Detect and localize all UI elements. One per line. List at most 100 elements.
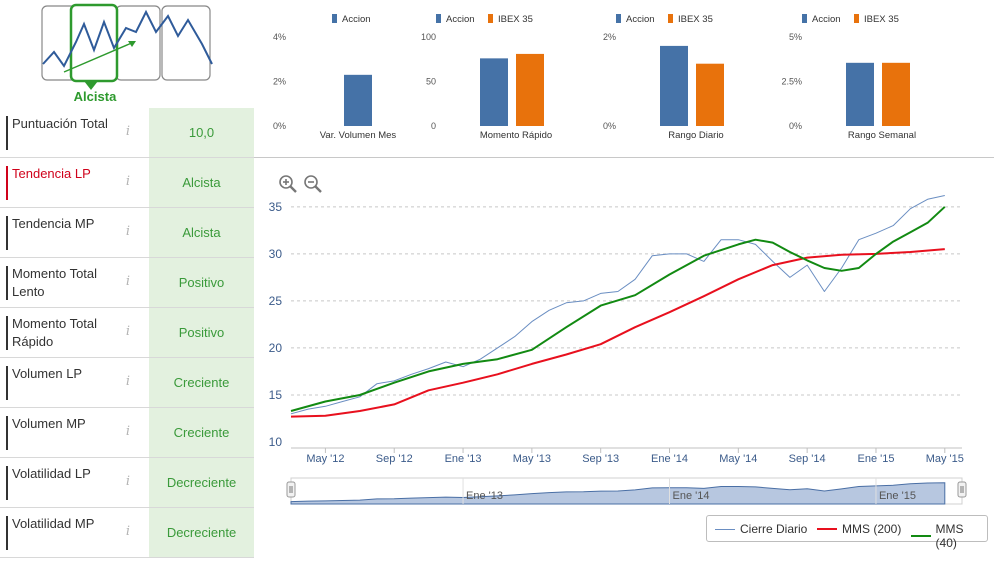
bar-ibex-35 (882, 62, 910, 126)
row-marker (6, 316, 8, 350)
info-icon[interactable]: i (125, 374, 131, 389)
indicator-row-tendencia-mp: Tendencia MP i Alcista (0, 208, 254, 258)
trend-summary: Alcista (0, 0, 254, 108)
legend-label: MMS (40) (935, 522, 964, 550)
navigator-series (290, 482, 946, 505)
y-tick-label: 30 (269, 247, 283, 261)
row-marker (6, 416, 8, 450)
indicator-row-tendencia-lp: Tendencia LP i Alcista (0, 158, 254, 208)
indicator-row-momento-total-rapido: Momento Total Rápido i Positivo (0, 308, 254, 358)
y-tick-label: 100 (421, 32, 436, 42)
x-tick-label: May '13 (513, 453, 551, 465)
legend-label: Accion (812, 14, 841, 25)
trend-thumbnails-icon[interactable] (38, 2, 214, 94)
mini-chart-rango-diario: Accion IBEX 35 2% 0% Rango Diario (592, 0, 772, 155)
mini-bar-chart: Accion IBEX 35 5% 2.5% 0% Rango Semanal (781, 14, 916, 141)
info-icon[interactable]: i (125, 174, 131, 189)
x-tick-label: Sep '14 (789, 453, 826, 465)
legend-swatch (332, 14, 337, 23)
indicator-row-volatilidad-mp: Volatilidad MP i Decreciente (0, 508, 254, 558)
indicator-label: Tendencia LP (12, 166, 91, 181)
indicator-value: Creciente (149, 408, 254, 457)
legend-item-cierre-diario[interactable]: Cierre Diario (715, 522, 807, 536)
y-tick-label: 15 (269, 388, 283, 402)
legend-item-mms-200[interactable]: MMS (200) (817, 522, 901, 536)
x-tick-label: May '14 (719, 453, 757, 465)
info-icon[interactable]: i (125, 274, 131, 289)
chart-legend: Cierre Diario MMS (200) MMS (40) (706, 515, 988, 550)
indicator-label: Volatilidad MP (12, 516, 95, 531)
indicator-label: Puntuación Total (12, 116, 108, 131)
indicator-label: Volatilidad LP (12, 466, 91, 481)
navigator-label: Ene '15 (879, 490, 916, 502)
x-tick-label: May '12 (306, 453, 344, 465)
indicator-label: Momento Total Lento (12, 266, 98, 299)
mini-chart-title: Rango Diario (668, 130, 723, 141)
legend-item-mms-40[interactable]: MMS (40) (911, 522, 987, 550)
y-tick-label: 2% (603, 32, 616, 42)
info-icon[interactable]: i (125, 224, 131, 239)
info-icon[interactable]: i (125, 124, 131, 139)
navigator-label: Ene '13 (466, 490, 503, 502)
indicator-row-volumen-lp: Volumen LP i Creciente (0, 358, 254, 408)
zoom-in-icon[interactable] (278, 174, 298, 194)
row-marker (6, 166, 8, 200)
zoom-out-icon[interactable] (303, 174, 323, 194)
info-icon[interactable]: i (125, 424, 131, 439)
indicator-row-volatilidad-lp: Volatilidad LP i Decreciente (0, 458, 254, 508)
y-tick-label: 4% (273, 32, 286, 42)
y-tick-label: 5% (789, 32, 802, 42)
x-tick-label: May '15 (926, 453, 964, 465)
legend-swatch (817, 528, 837, 530)
indicator-value: Alcista (149, 208, 254, 257)
legend-swatch (715, 528, 735, 530)
indicator-row-puntuacion-total: Puntuación Total i 10,0 (0, 108, 254, 158)
y-tick-label: 10 (269, 435, 283, 449)
indicator-value: Positivo (149, 258, 254, 307)
y-tick-label: 2% (273, 77, 286, 87)
line-chart: 10 15 20 25 30 35 May '12 Sep '12 Ene '13 May '13… (269, 195, 967, 505)
legend-label: IBEX 35 (864, 14, 899, 25)
info-icon[interactable]: i (125, 324, 131, 339)
row-marker (6, 266, 8, 300)
series-line-mms-200 (290, 248, 945, 418)
legend-swatch (802, 14, 807, 23)
navigator-left-handle[interactable] (286, 481, 296, 498)
indicator-value: Decreciente (149, 508, 254, 557)
bar-ibex-35 (696, 63, 724, 126)
mini-chart-title: Var. Volumen Mes (320, 130, 397, 141)
legend-label: Accion (446, 14, 475, 25)
legend-label: IBEX 35 (498, 14, 533, 25)
indicator-row-volumen-mp: Volumen MP i Creciente (0, 408, 254, 458)
indicator-label: Volumen MP (12, 416, 86, 431)
trend-label: Alcista (73, 89, 117, 104)
row-marker (6, 366, 8, 400)
indicator-value: Creciente (149, 358, 254, 407)
legend-label: IBEX 35 (678, 14, 713, 25)
indicator-panel: Alcista Puntuación Total i 10,0 Tendencia L… (0, 0, 254, 564)
info-icon[interactable]: i (125, 524, 131, 539)
legend-swatch (488, 14, 493, 23)
mini-bar-chart: Accion 4% 2% 0% Var. Volumen Mes (273, 14, 397, 141)
mini-chart-var-volumen-mes: Accion 4% 2% 0% Var. Volumen Mes (262, 0, 442, 155)
indicator-rows: Puntuación Total i 10,0 Tendencia LP i Alcist… (0, 108, 254, 558)
legend-swatch (668, 14, 673, 23)
indicator-label: Tendencia MP (12, 216, 95, 231)
legend-label: Accion (626, 14, 655, 25)
legend-label: Cierre Diario (740, 522, 808, 536)
bar-ibex-35 (516, 53, 544, 126)
bar-accion (480, 58, 508, 126)
legend-swatch (436, 14, 441, 23)
bar-accion (846, 62, 874, 126)
y-tick-label: 0% (603, 121, 616, 131)
row-marker (6, 516, 8, 550)
row-marker (6, 116, 8, 150)
info-icon[interactable]: i (125, 474, 131, 489)
y-tick-label: 0% (789, 121, 802, 131)
x-tick-label: Sep '12 (376, 453, 413, 465)
legend-label: MMS (200) (842, 522, 902, 536)
bar-accion (660, 45, 688, 126)
mini-bar-chart: Accion IBEX 35 100 50 0 Momento Rápido (421, 14, 552, 141)
legend-label: Accion (342, 14, 371, 25)
navigator-right-handle[interactable] (957, 481, 967, 498)
